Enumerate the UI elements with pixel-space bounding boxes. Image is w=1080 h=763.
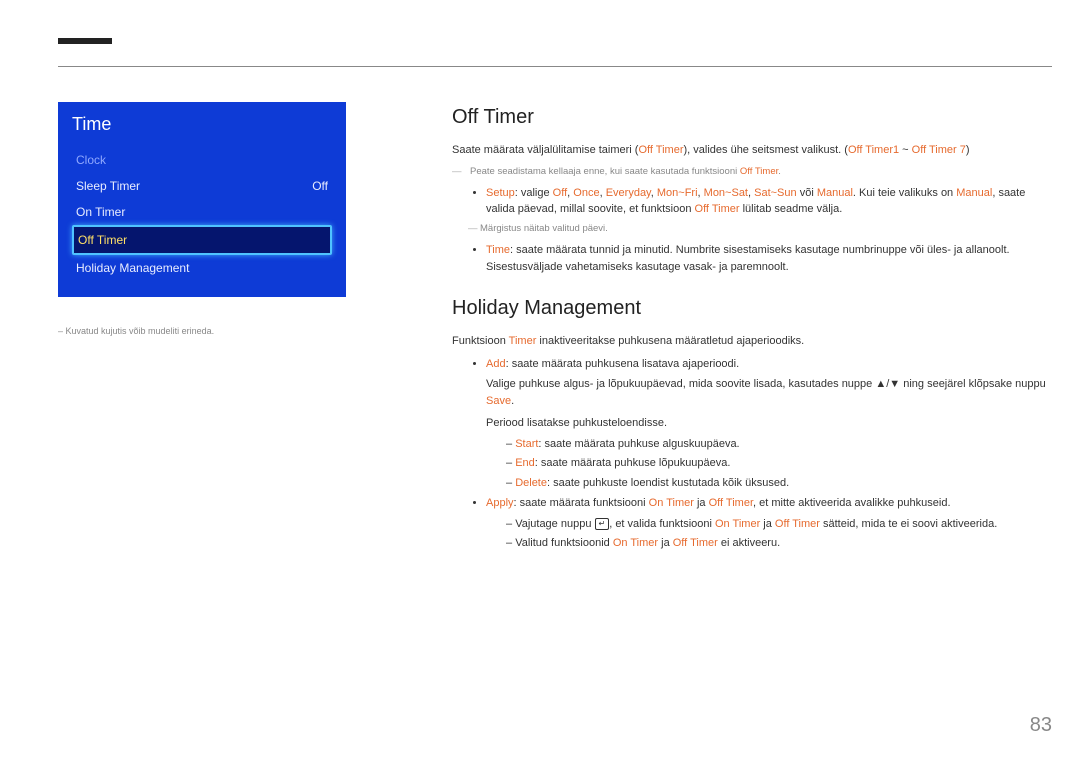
image-disclaimer: – Kuvatud kujutis võib mudeliti erineda. <box>58 326 214 336</box>
menu-item-sleep-timer[interactable]: Sleep Timer Off <box>72 173 332 199</box>
enter-icon: ↵ <box>595 518 610 530</box>
page-marker <box>58 38 112 44</box>
holiday-intro: Funktsioon Timer inaktiveeritakse puhkus… <box>452 333 1052 350</box>
content-area: Off Timer Saate määrata väljalülitamise … <box>452 102 1052 556</box>
apply-dash2: Valitud funktsioonid On Timer ja Off Tim… <box>506 535 1052 552</box>
menu-item-on-timer[interactable]: On Timer <box>72 199 332 225</box>
apply-bullet: Apply: saate määrata funktsiooni On Time… <box>486 495 1052 552</box>
menu-item-label: Sleep Timer <box>76 179 140 193</box>
delete-dash: Delete: saate puhkuste loendist kustutad… <box>506 475 1052 492</box>
top-rule <box>58 66 1052 67</box>
menu-item-label: Clock <box>76 153 106 167</box>
off-timer-heading: Off Timer <box>452 102 1052 132</box>
add-bullet: Add: saate määrata puhkusena lisatava aj… <box>486 356 1052 492</box>
time-bullet: Time: saate määrata tunnid ja minutid. N… <box>486 242 1052 275</box>
setup-bullet: Setup: valige Off, Once, Everyday, Mon~F… <box>486 185 1052 236</box>
menu-item-label: Holiday Management <box>76 261 189 275</box>
off-timer-intro: Saate määrata väljalülitamise taimeri (O… <box>452 142 1052 159</box>
menu-item-value: Off <box>312 179 328 193</box>
start-dash: Start: saate määrata puhkuse alguskuupäe… <box>506 436 1052 453</box>
off-timer-note1: Peate seadistama kellaaja enne, kui saat… <box>452 165 1052 179</box>
page-number: 83 <box>1030 714 1052 737</box>
menu-panel: Time Clock Sleep Timer Off On Timer Off … <box>58 102 346 297</box>
apply-dash1: Vajutage nuppu ↵, et valida funktsiooni … <box>506 516 1052 533</box>
holiday-heading: Holiday Management <box>452 293 1052 323</box>
menu-item-label: On Timer <box>76 205 125 219</box>
off-timer-note2: Märgistus näitab valitud päevi. <box>468 222 1052 236</box>
menu-item-clock[interactable]: Clock <box>72 147 332 173</box>
menu-item-off-timer[interactable]: Off Timer <box>72 225 332 255</box>
menu-item-label: Off Timer <box>78 233 127 247</box>
menu-item-holiday[interactable]: Holiday Management <box>72 255 332 281</box>
end-dash: End: saate määrata puhkuse lõpukuupäeva. <box>506 455 1052 472</box>
menu-title: Time <box>72 114 332 135</box>
